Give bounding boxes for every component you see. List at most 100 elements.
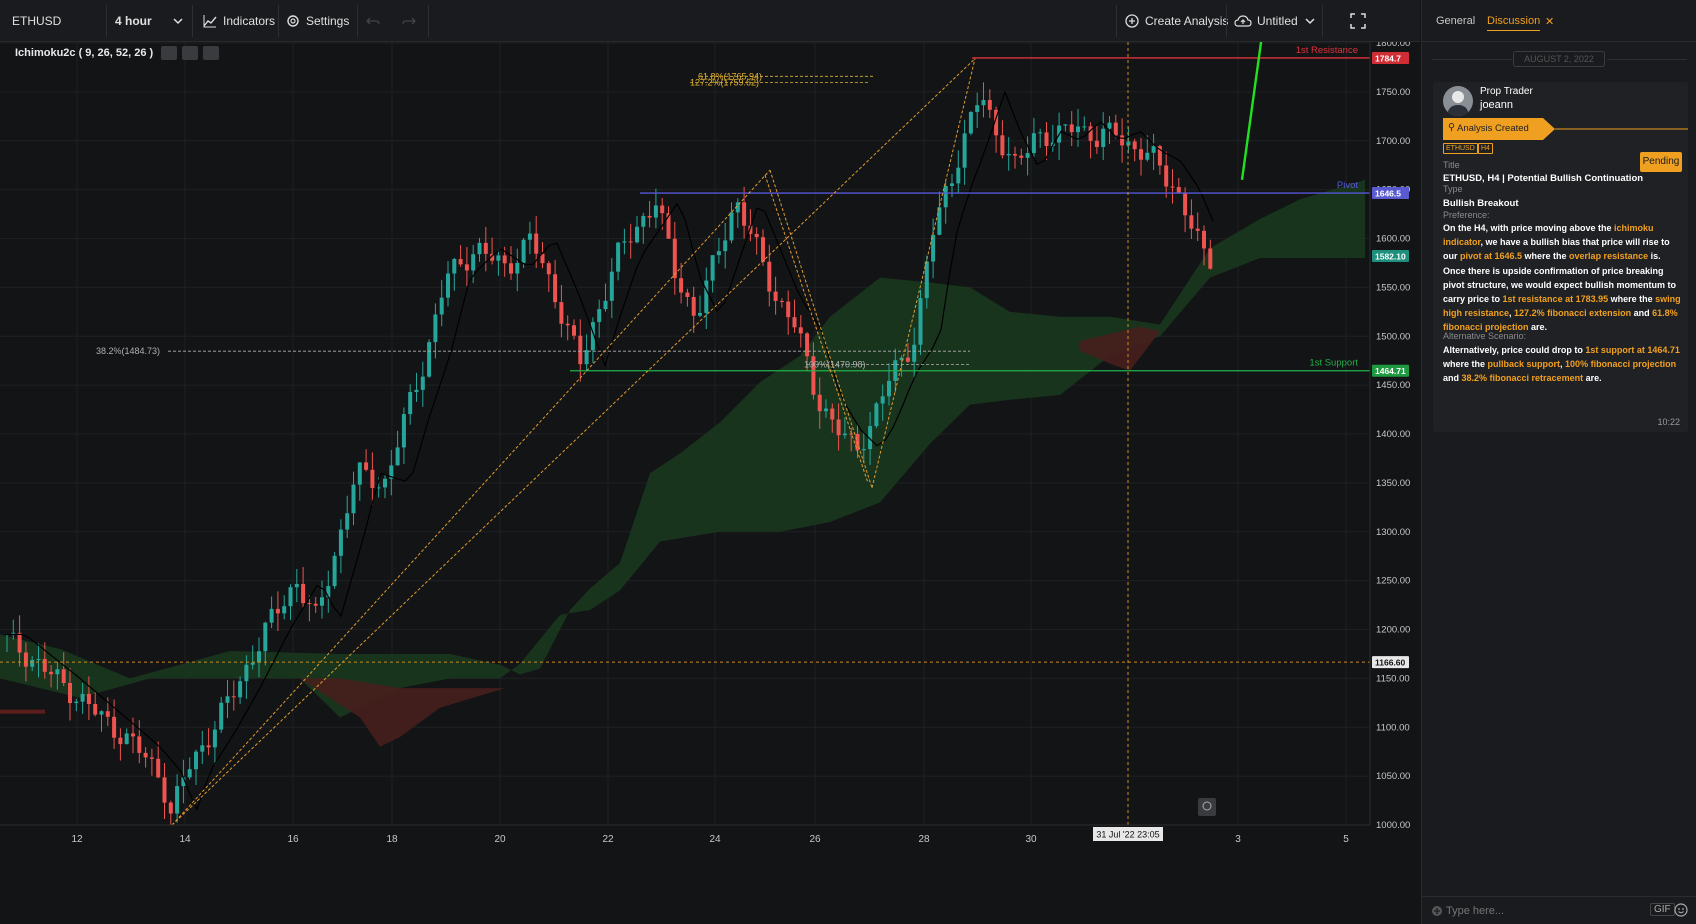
candle-body bbox=[414, 389, 419, 392]
time-tick-label: 26 bbox=[809, 834, 821, 845]
preference-text: , bbox=[1509, 308, 1515, 319]
crosshair-time-label: 31 Jul '22 23:05 bbox=[1096, 830, 1159, 840]
candle-body bbox=[458, 258, 463, 265]
candle-body bbox=[994, 109, 999, 136]
interval-selector[interactable]: 4 hour bbox=[115, 0, 185, 42]
author-role: Prop Trader bbox=[1480, 86, 1533, 97]
crosshair-time-tag bbox=[1093, 827, 1163, 841]
preference-highlight: 127.2% fibonacci extension bbox=[1514, 308, 1632, 319]
candle-body bbox=[1139, 149, 1143, 160]
candle-body bbox=[1063, 124, 1068, 126]
chart-canvas[interactable]: 1st Resistance Pivot 1st Support 61.8%(1765… bbox=[0, 42, 1420, 924]
candle-body bbox=[943, 185, 948, 208]
candle-body bbox=[704, 280, 709, 313]
fib-trend-line bbox=[171, 58, 976, 826]
candle-body bbox=[779, 300, 784, 302]
candle-body bbox=[987, 99, 992, 110]
message-input[interactable] bbox=[1446, 902, 1606, 920]
candle-body bbox=[515, 262, 520, 274]
layout-selector[interactable]: Untitled bbox=[1234, 0, 1316, 42]
candle-body bbox=[679, 278, 684, 293]
candle-body bbox=[534, 233, 539, 254]
indicators-button[interactable]: Indicators bbox=[202, 0, 275, 42]
symbol-label: ETHUSD bbox=[12, 14, 62, 28]
candle-body bbox=[628, 241, 633, 243]
candle-body bbox=[842, 433, 847, 436]
tab-general[interactable]: General bbox=[1436, 15, 1476, 27]
preference-highlight: 1st resistance at 1783.95 bbox=[1502, 294, 1609, 305]
price-tick-label: 1400.00 bbox=[1376, 429, 1410, 440]
candle-body bbox=[1151, 146, 1156, 153]
settings-button[interactable]: Settings bbox=[285, 0, 349, 42]
candle-body bbox=[792, 317, 797, 328]
candle-body bbox=[137, 736, 142, 753]
fullscreen-button[interactable] bbox=[1350, 0, 1366, 42]
candle-body bbox=[584, 350, 589, 365]
candle-body bbox=[1101, 128, 1106, 147]
candle-body bbox=[275, 608, 280, 614]
trash-icon[interactable] bbox=[203, 46, 220, 60]
plus-circle-icon[interactable] bbox=[1431, 905, 1443, 917]
preference-text: is. Once there is upside confirmation of… bbox=[1443, 251, 1677, 305]
ichimoku-kijun-line bbox=[5, 90, 1214, 811]
price-chart[interactable]: 1st Resistance Pivot 1st Support 61.8%(1765… bbox=[0, 42, 1420, 924]
preference-label: Preference: bbox=[1443, 210, 1490, 220]
gear-icon[interactable] bbox=[182, 46, 199, 60]
price-tag-label: 1582.10 bbox=[1375, 251, 1406, 261]
candle-body bbox=[433, 314, 438, 343]
candle-body bbox=[36, 658, 41, 661]
candle-body bbox=[918, 298, 923, 345]
price-tag bbox=[1372, 364, 1409, 377]
candle-body bbox=[49, 671, 54, 675]
fib-trend-line bbox=[764, 174, 869, 484]
create-analysis-button[interactable]: Create Analysis bbox=[1124, 0, 1228, 42]
candle-body bbox=[490, 253, 495, 261]
fib-level-label: 61.8%(1765.94) bbox=[698, 71, 762, 81]
redo-button[interactable] bbox=[402, 0, 416, 42]
candle-body bbox=[1113, 122, 1118, 136]
candle-body bbox=[622, 241, 627, 243]
emoji-icon[interactable] bbox=[1674, 903, 1688, 917]
tag-symbol: ETHUSD bbox=[1443, 143, 1478, 154]
candle-body bbox=[868, 426, 873, 450]
candle-body bbox=[748, 225, 753, 234]
candle-body bbox=[559, 302, 564, 324]
gif-button[interactable]: GIF bbox=[1650, 903, 1675, 916]
candle-body bbox=[30, 660, 35, 667]
candle-body bbox=[950, 183, 954, 186]
candle-body bbox=[1170, 186, 1175, 188]
candle-body bbox=[912, 344, 917, 362]
undo-button[interactable] bbox=[366, 0, 380, 42]
symbol-selector[interactable]: ETHUSD bbox=[12, 0, 61, 42]
candle-body bbox=[181, 777, 186, 787]
price-tick-label: 1500.00 bbox=[1376, 331, 1410, 342]
candle-body bbox=[389, 465, 394, 479]
candle-body bbox=[761, 237, 765, 262]
undo-icon bbox=[366, 17, 380, 25]
candle-body bbox=[483, 242, 488, 254]
alternative-highlight: 1st support at 1464.71 bbox=[1585, 345, 1680, 355]
candle-body bbox=[23, 652, 28, 667]
fib-trend-line bbox=[871, 58, 976, 488]
candle-body bbox=[257, 651, 261, 663]
candle-body bbox=[1082, 126, 1087, 128]
fullscreen-icon bbox=[1350, 13, 1366, 29]
preference-highlight: overlap resistance bbox=[1569, 251, 1649, 262]
ichimoku-cloud-bullish bbox=[0, 179, 1365, 718]
tab-discussion[interactable]: Discussion bbox=[1487, 15, 1541, 31]
time-tick-label: 24 bbox=[709, 834, 721, 845]
close-icon[interactable]: ✕ bbox=[1545, 16, 1555, 28]
eye-icon[interactable] bbox=[161, 46, 178, 60]
candle-body bbox=[578, 335, 583, 365]
candle-body bbox=[1019, 155, 1024, 158]
time-tick-label: 3 bbox=[1235, 834, 1241, 845]
avatar bbox=[1443, 86, 1473, 116]
candle-body bbox=[824, 408, 828, 412]
gear-icon bbox=[287, 15, 299, 27]
interval-label: 4 hour bbox=[115, 14, 152, 28]
settings-label: Settings bbox=[306, 14, 350, 28]
candle-body bbox=[887, 380, 891, 397]
time-tick-label: 5 bbox=[1343, 834, 1349, 845]
chevron-down-icon[interactable] bbox=[172, 0, 184, 42]
candle-body bbox=[723, 240, 728, 252]
